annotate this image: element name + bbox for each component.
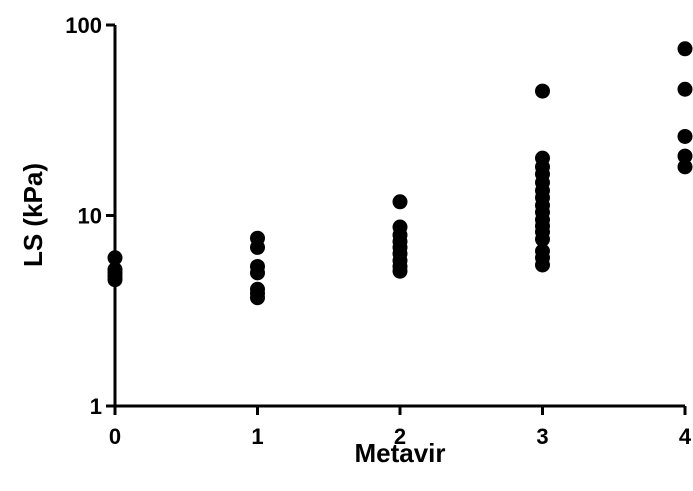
x-tick-label: 3 <box>536 424 548 449</box>
x-tick-label: 2 <box>394 424 406 449</box>
x-tick-label: 1 <box>251 424 263 449</box>
data-point <box>535 243 550 259</box>
data-point <box>677 148 693 164</box>
data-point <box>677 159 693 175</box>
x-tick-label: 4 <box>679 424 692 449</box>
y-tick-label: 1 <box>90 394 102 419</box>
data-point <box>535 83 550 99</box>
x-tick-label: 0 <box>109 424 121 449</box>
data-point <box>107 262 123 278</box>
x-ticks: 0 1 2 3 4 <box>109 406 692 449</box>
data-point <box>250 258 265 274</box>
data-point <box>677 41 693 57</box>
data-point <box>392 219 408 235</box>
y-ticks: 1 10 100 <box>65 13 115 419</box>
data-point <box>250 230 265 246</box>
y-tick-label: 100 <box>65 13 102 38</box>
data-point <box>677 81 693 97</box>
axes <box>113 25 685 408</box>
y-tick-label: 10 <box>78 204 102 229</box>
data-point <box>535 150 550 166</box>
y-axis-title: LS (kPa) <box>18 163 48 267</box>
x-axis-title: Metavir <box>354 438 445 468</box>
data-point <box>107 250 123 266</box>
data-point <box>392 194 408 210</box>
data-points <box>107 41 693 306</box>
data-point <box>677 128 693 144</box>
data-point <box>250 281 265 297</box>
